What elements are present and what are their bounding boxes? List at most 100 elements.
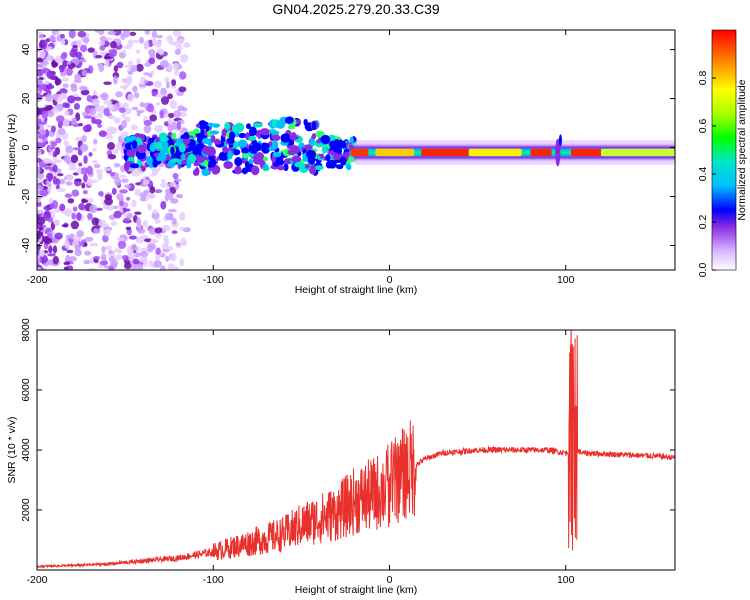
noise-blob [173, 41, 182, 48]
noise-blob [93, 255, 101, 260]
noise-blob [74, 73, 82, 82]
noise-blob [104, 58, 110, 68]
band-blob [325, 154, 331, 162]
noise-blob [99, 35, 107, 42]
noise-blob [143, 72, 151, 76]
snr-y-label: SNR (10 * v/v) [6, 416, 18, 483]
noise-blob [178, 86, 187, 93]
noise-blob [114, 102, 120, 111]
noise-blob [37, 209, 44, 215]
noise-blob [94, 30, 102, 33]
noise-blob [113, 210, 122, 219]
band-blob [244, 161, 250, 169]
noise-blob [177, 38, 185, 43]
colorbar-tick-label: 0.2 [697, 215, 709, 230]
noise-blob [91, 159, 98, 164]
noise-blob [136, 217, 142, 226]
spectrogram-heatmap [37, 30, 675, 270]
noise-blob [168, 112, 175, 119]
noise-blob [114, 163, 121, 168]
noise-blob [106, 103, 115, 111]
noise-blob [68, 30, 76, 39]
noise-blob [55, 137, 62, 144]
noise-blob [78, 203, 85, 211]
band-blob [224, 122, 231, 131]
band-blob [268, 146, 276, 152]
snr-panel: -200 -100 0 100 2000 4000 6000 8000 Height of s… [6, 318, 676, 596]
noise-blob [40, 83, 47, 90]
band-blob [276, 120, 286, 129]
noise-blob [44, 210, 51, 218]
noise-blob [37, 48, 41, 53]
noise-blob [135, 63, 144, 72]
band-blob [277, 165, 285, 171]
noise-blob [124, 184, 132, 189]
band-blob [311, 133, 317, 140]
band-blob [241, 167, 249, 175]
noise-blob [160, 59, 169, 68]
noise-blob [45, 93, 53, 102]
noise-blob [144, 62, 152, 67]
band-blob [237, 139, 248, 148]
noise-blob [167, 209, 177, 213]
noise-blob [59, 203, 66, 212]
noise-blob [99, 94, 107, 99]
band-blob [223, 160, 233, 170]
spike-blob [555, 138, 561, 167]
noise-blob [143, 40, 150, 50]
noise-blob [135, 49, 141, 55]
noise-blob [37, 166, 41, 175]
noise-blob [37, 138, 43, 142]
band-blob [208, 155, 215, 161]
noise-blob [74, 137, 84, 141]
noise-blob [104, 197, 114, 206]
noise-blob [37, 31, 43, 36]
band-blob [153, 141, 164, 150]
noise-blob [176, 91, 184, 97]
band-blob [198, 120, 208, 130]
noise-blob [121, 112, 127, 119]
noise-blob [147, 193, 156, 199]
noise-blob [125, 226, 132, 231]
noise-blob [49, 202, 55, 209]
noise-blob [154, 218, 161, 224]
noise-blob [173, 62, 179, 71]
noise-blob [152, 209, 158, 215]
snr-xtick-label: 0 [387, 574, 393, 586]
noise-blob [119, 174, 127, 178]
noise-blob [114, 257, 121, 261]
band-blob [248, 135, 257, 141]
carrier-core [421, 148, 469, 157]
noise-blob [62, 77, 70, 82]
band-blob [218, 151, 229, 162]
noise-blob [135, 109, 145, 114]
noise-blob [122, 30, 131, 38]
noise-blob [144, 79, 149, 84]
noise-blob [144, 238, 152, 243]
band-blob [308, 158, 315, 165]
spectrogram-ytick-label: 20 [20, 93, 32, 105]
band-blob [160, 136, 169, 142]
band-blob [192, 145, 200, 156]
noise-blob [140, 196, 146, 202]
noise-blob [99, 260, 109, 266]
band-blob [195, 123, 201, 128]
spectrogram-ytick-label: 40 [20, 44, 32, 56]
noise-blob [76, 212, 82, 221]
band-blob [349, 136, 354, 144]
noise-blob [69, 256, 77, 262]
noise-blob [81, 69, 87, 77]
noise-blob [63, 266, 69, 270]
noise-blob [107, 114, 116, 120]
noise-blob [161, 224, 171, 232]
noise-blob [177, 193, 184, 199]
noise-blob [53, 150, 58, 157]
band-blob [250, 165, 260, 176]
noise-blob [83, 242, 88, 247]
noise-blob [103, 81, 112, 85]
noise-blob [103, 167, 113, 171]
noise-blob [53, 159, 63, 164]
noise-blob [52, 93, 59, 101]
noise-blob [57, 187, 66, 193]
snr-ytick-label: 8000 [20, 318, 32, 342]
